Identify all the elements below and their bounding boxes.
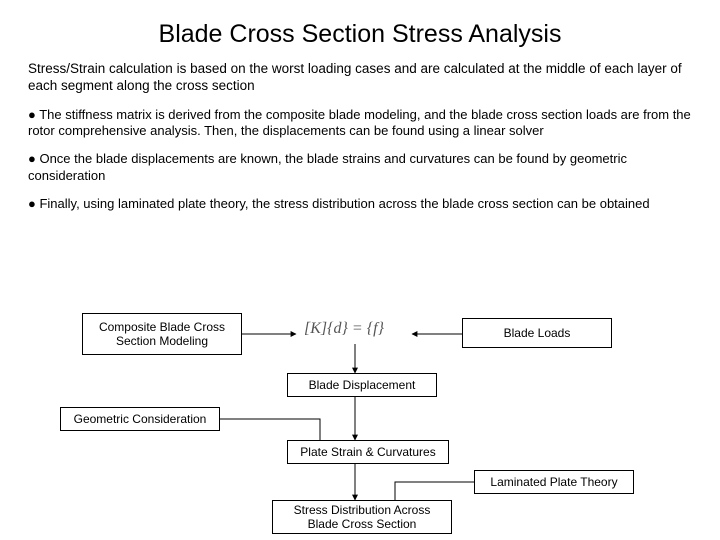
flow-box-stress: Stress Distribution AcrossBlade Cross Se… [272, 500, 452, 534]
flow-box-disp: Blade Displacement [287, 373, 437, 397]
flow-diagram: [K]{d} = {f} Composite Blade CrossSectio… [0, 0, 720, 540]
flow-box-geom: Geometric Consideration [60, 407, 220, 431]
flow-box-loads: Blade Loads [462, 318, 612, 348]
flow-box-laminated: Laminated Plate Theory [474, 470, 634, 494]
equation-text: [K]{d} = {f} [304, 320, 384, 338]
flow-edge [395, 482, 474, 500]
flow-box-strain: Plate Strain & Curvatures [287, 440, 449, 464]
flow-edge [220, 419, 320, 440]
flow-box-modeling: Composite Blade CrossSection Modeling [82, 313, 242, 355]
